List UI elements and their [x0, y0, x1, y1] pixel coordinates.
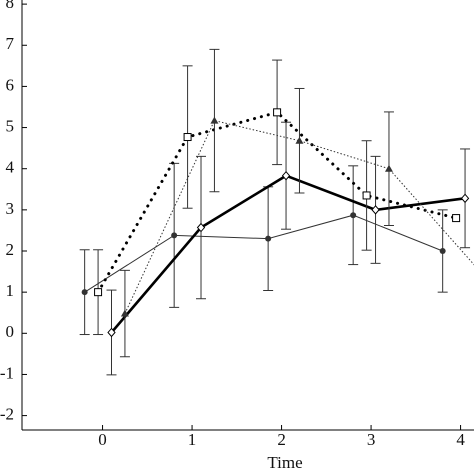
marker — [452, 214, 461, 223]
marker — [295, 136, 304, 144]
marker — [183, 133, 192, 142]
plot-area — [79, 48, 474, 376]
x-tick-label: 1 — [188, 430, 197, 449]
y-tick-label: 1 — [6, 281, 15, 300]
y-tick-label: 7 — [6, 34, 15, 53]
marker — [265, 235, 272, 242]
marker — [94, 288, 103, 297]
marker — [171, 232, 178, 239]
marker — [460, 193, 470, 204]
y-tick-label: 8 — [6, 0, 15, 12]
x-tick-label: 2 — [277, 430, 286, 449]
y-tick-label: 2 — [6, 240, 15, 259]
marker — [81, 289, 88, 296]
marker — [196, 222, 206, 233]
marker — [210, 116, 219, 124]
y-tick-label: -1 — [0, 363, 14, 382]
series-line — [110, 174, 466, 334]
y-tick-label: -2 — [0, 405, 14, 424]
marker — [273, 108, 282, 117]
marker — [120, 309, 129, 317]
marker — [384, 164, 393, 172]
series-line — [84, 214, 443, 293]
x-tick-label: 0 — [98, 430, 107, 449]
y-tick-label: 3 — [6, 199, 15, 218]
y-tick-label: 6 — [6, 75, 15, 94]
y-tick-label: 4 — [6, 158, 15, 177]
marker — [362, 191, 371, 200]
series-line — [96, 110, 458, 294]
marker — [371, 205, 380, 215]
x-axis-label: Time — [267, 453, 302, 472]
marker — [439, 248, 446, 255]
x-tick-label: 3 — [367, 430, 376, 449]
marker — [281, 170, 291, 181]
y-tick-label: 0 — [6, 322, 15, 341]
marker — [107, 327, 116, 338]
marker — [350, 212, 357, 219]
x-tick-label: 4 — [456, 430, 465, 449]
y-tick-label: 5 — [6, 116, 15, 135]
